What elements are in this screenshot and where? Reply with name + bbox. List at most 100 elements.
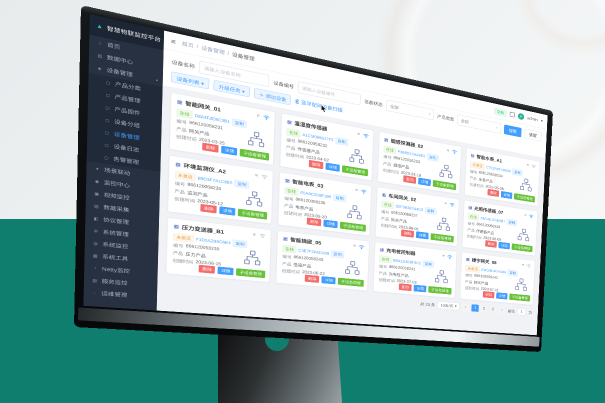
delete-button[interactable]: 删除 — [398, 283, 412, 292]
topology-icon — [519, 178, 532, 193]
prev-page-button[interactable]: ‹ — [461, 303, 470, 311]
card-menu-icon[interactable]: ≡ — [524, 213, 527, 218]
hamburger-icon[interactable]: ≡ — [170, 37, 176, 46]
detail-button[interactable]: 详情 — [501, 191, 513, 200]
device-card[interactable]: ▦ 智能电表_03 ≡ 在线 E5A9C2D8F1B6 复制 编号 8661200… — [277, 171, 372, 237]
breadcrumb-item[interactable]: 设备管理 — [231, 51, 255, 63]
device-key-link[interactable]: B6A1D4E8F3C2 — [393, 258, 421, 266]
menu-icon: ◔ — [93, 265, 97, 271]
menu-icon: ✦ — [95, 166, 100, 172]
fullscreen-icon[interactable] — [509, 111, 515, 118]
copy-tag[interactable]: 复制 — [331, 250, 345, 259]
sub-device-button[interactable]: 子设备管理 — [509, 293, 531, 302]
breadcrumb-item[interactable]: 设备管理 — [201, 44, 225, 56]
chevron-up-icon: ▴ — [155, 77, 159, 82]
wifi-icon — [259, 233, 266, 238]
sidebar-item-label: 场景联动 — [104, 167, 131, 177]
copy-tag[interactable]: 复制 — [507, 269, 518, 277]
next-page-button[interactable]: › — [498, 306, 506, 314]
device-card[interactable]: ▦ 烟感探测器_02 ≡ 在线 F3B8D1C6A9E2 复制 编号 866120… — [377, 131, 462, 195]
delete-button[interactable]: 删除 — [403, 175, 417, 184]
reset-button[interactable]: 重置 — [524, 128, 542, 142]
delete-button[interactable]: 删除 — [304, 274, 320, 283]
copy-tag[interactable]: 复制 — [234, 179, 250, 189]
chevron-down-icon: ▾ — [454, 304, 457, 309]
sidebar-item-label: Netty监控 — [101, 266, 130, 275]
detail-button[interactable]: 详情 — [219, 206, 236, 216]
device-card[interactable]: ▦ 光照传感器_07 ≡ 在线 A8C4E1F5D3B7 复制 编号 866120… — [462, 199, 538, 257]
goto-page-input[interactable] — [517, 307, 527, 316]
menu-icon: ▣ — [94, 191, 100, 197]
device-icon: ▦ — [284, 177, 290, 184]
breadcrumb-item[interactable]: 首页 — [181, 40, 194, 49]
user-name[interactable]: admin — [527, 115, 538, 123]
card-menu-icon[interactable]: ≡ — [256, 113, 260, 119]
delete-button[interactable]: 删除 — [482, 291, 495, 299]
device-card[interactable]: ▦ 压力变送器_B1 ≡ 未激活 F1D5A2B8C6E4 复制 编号 86612… — [165, 217, 272, 283]
detail-button[interactable]: 详情 — [416, 231, 429, 240]
card-menu-icon[interactable]: ≡ — [252, 232, 257, 238]
field-label: 产品 — [176, 126, 187, 133]
delete-button[interactable]: 删除 — [198, 264, 216, 274]
avatar[interactable]: A — [517, 112, 525, 121]
device-card[interactable]: ▦ 楼宇网关_08 ≡ 未激活 E9C5B1F7A3D6 复制 编号 866120… — [459, 251, 536, 306]
device-key-link[interactable]: C3E7F2A6D1B8 — [298, 247, 330, 256]
device-icon: ▦ — [468, 205, 473, 211]
card-menu-icon[interactable]: ≡ — [526, 162, 530, 168]
delete-button[interactable]: 删除 — [487, 188, 500, 197]
page-number-1[interactable]: 1 — [471, 304, 480, 312]
sub-device-button[interactable]: 子设备管理 — [428, 286, 452, 295]
copy-tag[interactable]: 复制 — [506, 218, 518, 227]
card-menu-icon[interactable]: ≡ — [444, 201, 448, 206]
delete-button[interactable]: 删除 — [401, 229, 415, 238]
copy-tag[interactable]: 复制 — [232, 239, 248, 249]
sub-device-button[interactable]: 子设备管理 — [511, 243, 533, 253]
wifi-icon — [529, 214, 534, 219]
delete-button[interactable]: 删除 — [202, 142, 219, 153]
delete-button[interactable]: 删除 — [200, 203, 218, 214]
page-number-2[interactable]: 2 — [480, 304, 488, 313]
delete-button[interactable]: 删除 — [308, 159, 324, 170]
card-menu-icon[interactable]: ≡ — [446, 148, 450, 154]
detail-button[interactable]: 详情 — [323, 219, 338, 229]
detail-button[interactable]: 详情 — [418, 177, 432, 187]
delete-button[interactable]: 删除 — [306, 217, 322, 227]
search-button[interactable]: 搜索 — [503, 124, 522, 138]
detail-button[interactable]: 详情 — [496, 292, 508, 300]
device-card[interactable]: ▦ 智能水表_A1 ≡ 未激活 C7E2A8F4B5D9 复制 编号 866120… — [464, 147, 541, 207]
filter-value: 全部 — [460, 118, 469, 125]
detail-button[interactable]: 详情 — [325, 162, 341, 172]
card-menu-icon[interactable]: ≡ — [355, 187, 359, 193]
page-size-select[interactable]: 10条/页 ▾ — [437, 301, 460, 311]
copy-tag[interactable]: 复制 — [424, 206, 437, 216]
sub-device-button[interactable]: 子设备管理 — [236, 268, 266, 279]
page-number-3[interactable]: 3 — [488, 305, 497, 314]
device-card[interactable]: ▦ 智能插座_05 ≡ 在线 C3E7F2A6D1B8 复制 编号 8661200… — [275, 230, 370, 291]
card-menu-icon[interactable]: ≡ — [254, 172, 258, 179]
copy-tag[interactable]: 复制 — [333, 193, 347, 203]
sidebar-item-label: 协议管理 — [102, 216, 130, 226]
sub-device-button[interactable]: 子设备管理 — [337, 277, 364, 287]
goto-label: 前往 — [507, 308, 515, 314]
card-menu-icon[interactable]: ≡ — [352, 243, 356, 249]
delete-button[interactable]: 删除 — [485, 240, 497, 248]
detail-button[interactable]: 详情 — [217, 266, 234, 276]
card-menu-icon[interactable]: ≡ — [442, 253, 445, 259]
card-menu-icon[interactable]: ≡ — [521, 262, 525, 268]
status-tag: 在线 — [381, 200, 394, 210]
doc-badge[interactable]: 文档 — [494, 107, 507, 117]
field-label: 产品 — [383, 161, 392, 167]
detail-button[interactable]: 详情 — [321, 276, 336, 285]
detail-button[interactable]: 详情 — [221, 145, 238, 156]
card-menu-icon[interactable]: ≡ — [357, 131, 361, 137]
field-label: 产品 — [378, 270, 388, 276]
detail-button[interactable]: 详情 — [413, 284, 427, 293]
wifi-icon — [449, 202, 455, 207]
device-card[interactable]: ▦ 车间网关_02 ≡ 在线 D2F6B3E7A4C9 复制 编号 8661200… — [375, 186, 460, 247]
device-key-link[interactable]: E9C5B1F7A3D6 — [481, 267, 507, 275]
device-card[interactable]: ▦ 充电桩控制器 ≡ 在线 B6A1D4E8F3C2 复制 编号 86612005… — [373, 241, 457, 299]
field-label: 编号 — [465, 273, 473, 278]
detail-button[interactable]: 详情 — [498, 241, 511, 250]
device-card[interactable]: ▦ 环境监测仪_A2 ≡ 未激活 B9D3F7A1C8E5 复制 编号 86612… — [167, 155, 274, 225]
copy-tag[interactable]: 复制 — [422, 260, 435, 268]
